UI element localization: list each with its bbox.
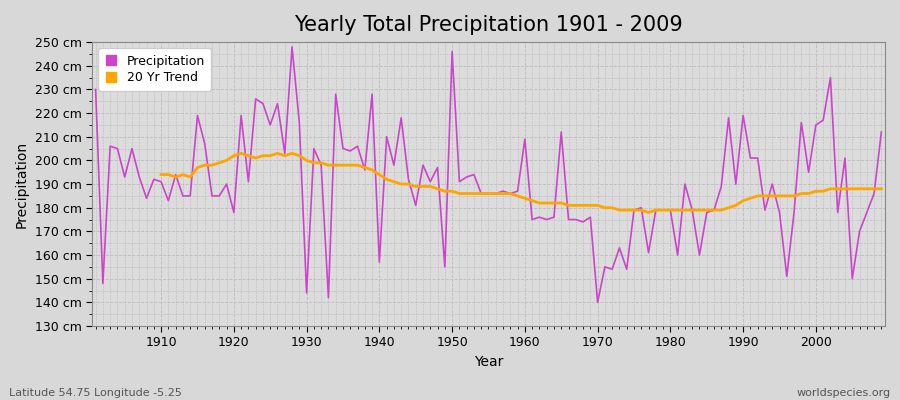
20 Yr Trend (330, 163, 341, 168)
Line: Precipitation: Precipitation (95, 47, 881, 302)
20 Yr Trend (534, 200, 544, 205)
Precipitation (519, 137, 530, 142)
Legend: Precipitation, 20 Yr Trend: Precipitation, 20 Yr Trend (98, 48, 212, 91)
Precipitation (876, 130, 886, 134)
Y-axis label: Precipitation: Precipitation (15, 140, 29, 228)
Text: worldspecies.org: worldspecies.org (796, 388, 891, 398)
20 Yr Trend (832, 186, 843, 191)
Text: Latitude 54.75 Longitude -5.25: Latitude 54.75 Longitude -5.25 (9, 388, 182, 398)
20 Yr Trend (236, 151, 247, 156)
20 Yr Trend (644, 210, 654, 215)
Precipitation (526, 217, 537, 222)
Precipitation (592, 300, 603, 305)
20 Yr Trend (876, 186, 886, 191)
Line: 20 Yr Trend: 20 Yr Trend (161, 153, 881, 212)
X-axis label: Year: Year (473, 355, 503, 369)
20 Yr Trend (302, 158, 312, 163)
Precipitation (621, 267, 632, 272)
Precipitation (286, 44, 297, 49)
Precipitation (148, 177, 159, 182)
20 Yr Trend (854, 186, 865, 191)
20 Yr Trend (592, 203, 603, 208)
Precipitation (90, 87, 101, 92)
20 Yr Trend (156, 172, 166, 177)
Precipitation (316, 163, 327, 168)
Title: Yearly Total Precipitation 1901 - 2009: Yearly Total Precipitation 1901 - 2009 (294, 15, 683, 35)
Precipitation (359, 168, 370, 172)
